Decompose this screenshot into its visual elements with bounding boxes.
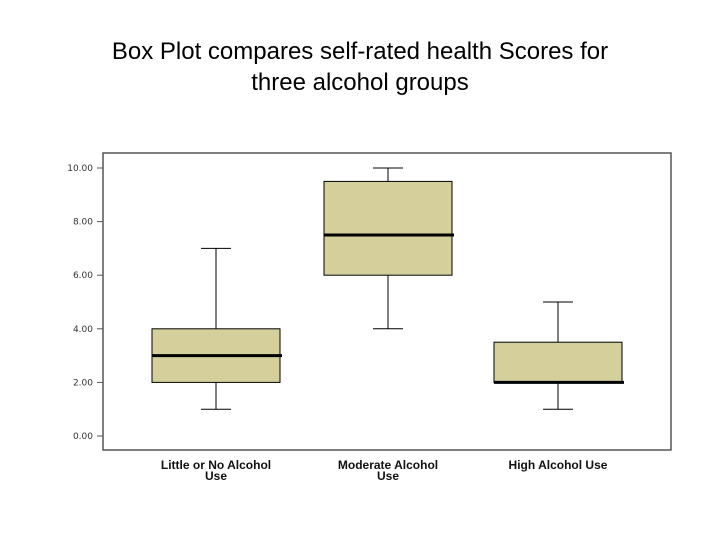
category-label: Moderate Alcohol [338, 458, 438, 472]
y-tick-label: 0.00 [73, 432, 93, 442]
chart-title-line-2: three alcohol groups [251, 69, 469, 96]
category-label: Use [377, 469, 399, 483]
box-group [493, 301, 624, 410]
y-tick-label: 2.00 [73, 378, 93, 388]
y-tick-label: 8.00 [73, 218, 93, 228]
category-label: High Alcohol Use [509, 458, 608, 472]
box-group [323, 167, 454, 330]
category-label: Little or No Alcohol [161, 458, 271, 472]
boxes [151, 167, 624, 410]
y-tick-label: 6.00 [73, 271, 93, 281]
category-label: Use [205, 469, 227, 483]
y-tick-label: 4.00 [73, 325, 93, 335]
chart-title: Box Plot compares self-rated health Scor… [20, 36, 700, 98]
box-iqr [323, 180, 453, 276]
y-tick-label: 10.00 [67, 164, 93, 174]
box-iqr [493, 341, 623, 383]
chart-title-line-1: Box Plot compares self-rated health Scor… [111, 38, 609, 65]
box-group [151, 247, 282, 410]
